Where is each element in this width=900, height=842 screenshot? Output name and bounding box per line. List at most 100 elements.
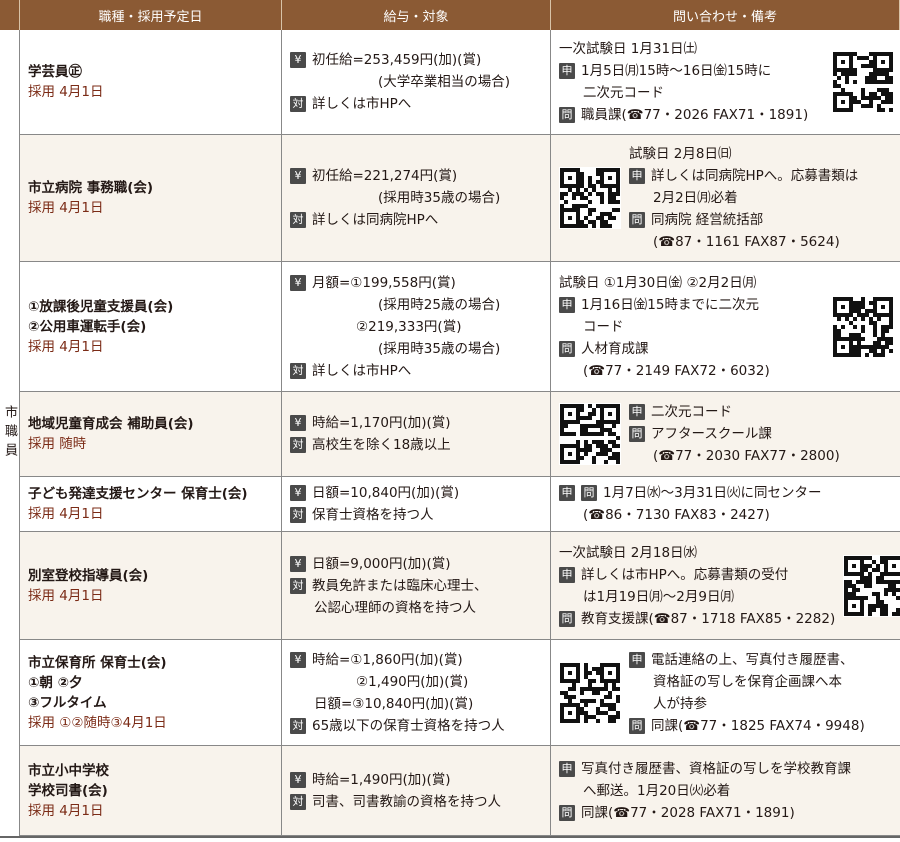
- badge-問-icon: 問: [581, 485, 597, 501]
- line-text: コード: [583, 318, 624, 335]
- text-line: (☎77・2149 FAX72・6032): [559, 360, 770, 382]
- contact-cell: 申二次元コード問アフタースクール課 (☎77・2030 FAX77・2800): [551, 392, 900, 476]
- badge-¥-icon: ¥: [290, 555, 306, 572]
- badge-対-icon: 対: [290, 96, 306, 112]
- line-text: 教育支援課(☎87・1718 FAX85・2282): [581, 610, 836, 627]
- job-cell: ①放課後児童支援員(会) ②公用車運転手(会) 採用 4月1日: [20, 262, 282, 391]
- line-text: 2月2日㈪必着: [653, 190, 738, 206]
- table-row: 学芸員㊣ 採用 4月1日 ¥ 初任給=253,459円(加)(賞) (大学卒業相当の場合…: [20, 30, 900, 135]
- line-text: 時給=1,170円(加)(賞): [312, 415, 451, 431]
- line-text: (大学卒業相当の場合): [378, 74, 511, 90]
- contact-wrap: 試験日 2月8日㈰申詳しくは同病院HPへ。応募書類は 2月2日㈪必着問同病院 経営…: [559, 143, 894, 253]
- job-title: ②公用車運転手(会): [28, 318, 147, 335]
- contact-wrap: 一次試験日 2月18日㈬申詳しくは市HPへ。応募書類の受付 は1月19日㈪～2月9…: [559, 542, 900, 630]
- line-text: ②1,490円(加)(賞): [356, 673, 469, 690]
- text-line: 申問 1月7日㈬～3月31日㈫に同センター: [559, 482, 821, 504]
- job-title: 別室登校指導員(会): [28, 567, 149, 584]
- line-text: 高校生を除く18歳以上: [312, 437, 451, 453]
- text-line: 対詳しくは市HPへ: [290, 360, 544, 382]
- text-line: ¥ 月額=①199,558円(賞): [290, 272, 544, 294]
- contact-lines: 一次試験日 1月31日㈯申 1月5日㈪15時～16日㈮15時に 二次元コード問職員課…: [559, 38, 808, 126]
- text-line: 申詳しくは同病院HPへ。応募書類は: [629, 165, 858, 187]
- contact-cell: 申写真付き履歴書、資格証の写しを学校教育課 へ郵送。1月20日㈫必着問同課(☎77…: [551, 746, 900, 835]
- line-text: 時給=①1,860円(加)(賞): [312, 651, 463, 668]
- text-line: 対 65歳以下の保育士資格を持つ人: [290, 715, 544, 737]
- line-text: 電話連絡の上、写真付き履歴書、: [651, 651, 854, 668]
- text-line: 問同課(☎77・2028 FAX71・1891): [559, 802, 851, 824]
- job-cell: 市立小中学校 学校司書(会) 採用 4月1日: [20, 746, 282, 835]
- badge-対-icon: 対: [290, 717, 306, 734]
- job-cell: 地域児童育成会 補助員(会) 採用 随時: [20, 392, 282, 476]
- text-line: 申 1月5日㈪15時～16日㈮15時に: [559, 60, 808, 82]
- line-text: ②219,333円(賞): [356, 318, 462, 335]
- badge-申-icon: 申: [559, 63, 575, 79]
- text-line: 問アフタースクール課: [629, 423, 840, 445]
- text-line: へ郵送。1月20日㈫必着: [559, 780, 851, 802]
- salary-cell: ¥ 日額=10,840円(加)(賞) 対保育士資格を持つ人: [282, 477, 551, 531]
- qr-code-icon[interactable]: [843, 554, 900, 617]
- badge-申-icon: 申: [559, 296, 575, 313]
- hire-date: 採用 4月1日: [28, 84, 104, 100]
- text-line: 公認心理師の資格を持つ人: [290, 597, 544, 619]
- contact-wrap: 申写真付き履歴書、資格証の写しを学校教育課 へ郵送。1月20日㈫必着問同課(☎77…: [559, 758, 894, 824]
- line-text: 人材育成課: [581, 340, 649, 357]
- table-body: 学芸員㊣ 採用 4月1日 ¥ 初任給=253,459円(加)(賞) (大学卒業相当の場合…: [20, 30, 900, 836]
- line-text: 職員課(☎77・2026 FAX71・1891): [581, 107, 809, 123]
- table-row: 市立病院 事務職(会) 採用 4月1日 ¥ 初任給=221,274円(賞) (採用時35…: [20, 135, 900, 262]
- line-text: 月額=①199,558円(賞): [312, 274, 456, 291]
- contact-wrap: 申二次元コード問アフタースクール課 (☎77・2030 FAX77・2800): [559, 401, 894, 467]
- text-line: 申二次元コード: [629, 401, 840, 423]
- contact-cell: 一次試験日 1月31日㈯申 1月5日㈪15時～16日㈮15時に 二次元コード問職員課…: [551, 30, 900, 134]
- text-line: ¥ 日額=9,000円(加)(賞): [290, 553, 544, 575]
- line-text: 日額=10,840円(加)(賞): [312, 485, 460, 501]
- line-text: 詳しくは市HPへ: [312, 362, 412, 379]
- badge-¥-icon: ¥: [290, 651, 306, 668]
- text-line: ¥ 時給=1,490円(加)(賞): [290, 769, 544, 791]
- job-title: 子ども発達支援センター 保育士(会): [28, 486, 248, 502]
- table-header: 職種・採用予定日 給与・対象 問い合わせ・備考: [0, 0, 900, 30]
- line-text: へ郵送。1月20日㈫必着: [583, 782, 731, 799]
- line-text: 初任給=253,459円(加)(賞): [312, 52, 482, 68]
- text-line: (採用時25歳の場合): [290, 294, 544, 316]
- badge-¥-icon: ¥: [290, 771, 306, 788]
- badge-¥-icon: ¥: [290, 168, 306, 184]
- table-row: 子ども発達支援センター 保育士(会) 採用 4月1日 ¥ 日額=10,840円(加)(…: [20, 477, 900, 532]
- salary-cell: ¥ 時給=①1,860円(加)(賞) ②1,490円(加)(賞) 日額=③10,840…: [282, 640, 551, 745]
- badge-問-icon: 問: [629, 426, 645, 442]
- text-line: (☎86・7130 FAX83・2427): [559, 504, 821, 526]
- text-line: 対司書、司書教諭の資格を持つ人: [290, 791, 544, 813]
- line-text: (採用時25歳の場合): [378, 296, 501, 313]
- job-title: ③フルタイム: [28, 694, 107, 711]
- salary-cell: ¥ 初任給=221,274円(賞) (採用時35歳の場合) 対詳しくは同病院HPへ: [282, 135, 551, 261]
- qr-code-icon[interactable]: [832, 51, 894, 113]
- line-text: 二次元コード: [583, 85, 664, 101]
- text-line: (大学卒業相当の場合): [290, 71, 544, 93]
- qr-code-icon[interactable]: [559, 167, 621, 229]
- contact-wrap: 申問 1月7日㈬～3月31日㈫に同センター (☎86・7130 FAX83・2427…: [559, 482, 894, 526]
- qr-code-icon[interactable]: [559, 403, 621, 465]
- badge-¥-icon: ¥: [290, 52, 306, 68]
- qr-code-icon[interactable]: [832, 295, 894, 358]
- badge-問-icon: 問: [559, 610, 575, 627]
- badge-問-icon: 問: [559, 340, 575, 357]
- line-text: 1月5日㈪15時～16日㈮15時に: [581, 63, 772, 79]
- qr-code-icon[interactable]: [559, 661, 621, 724]
- line-text: 65歳以下の保育士資格を持つ人: [312, 717, 505, 734]
- contact-cell: 試験日 2月8日㈰申詳しくは同病院HPへ。応募書類は 2月2日㈪必着問同病院 経営…: [551, 135, 900, 261]
- job-cell: 子ども発達支援センター 保育士(会) 採用 4月1日: [20, 477, 282, 531]
- text-line: 日額=③10,840円(加)(賞): [290, 693, 544, 715]
- job-cell: 別室登校指導員(会) 採用 4月1日: [20, 532, 282, 639]
- badge-申-icon: 申: [559, 485, 575, 501]
- line-text: 資格証の写しを保育企画課へ本: [653, 673, 842, 690]
- text-line: 対保育士資格を持つ人: [290, 504, 544, 526]
- header-job: 職種・採用予定日: [20, 0, 282, 30]
- text-line: 問人材育成課: [559, 338, 770, 360]
- badge-対-icon: 対: [290, 577, 306, 594]
- text-line: 試験日 ①1月30日㈮ ②2月2日㈪: [559, 272, 770, 294]
- line-text: 詳しくは同病院HPへ: [312, 212, 439, 228]
- text-line: 申電話連絡の上、写真付き履歴書、: [629, 649, 865, 671]
- text-line: 問同病院 経営統括部: [629, 209, 858, 231]
- badge-申-icon: 申: [629, 651, 645, 668]
- badge-¥-icon: ¥: [290, 274, 306, 291]
